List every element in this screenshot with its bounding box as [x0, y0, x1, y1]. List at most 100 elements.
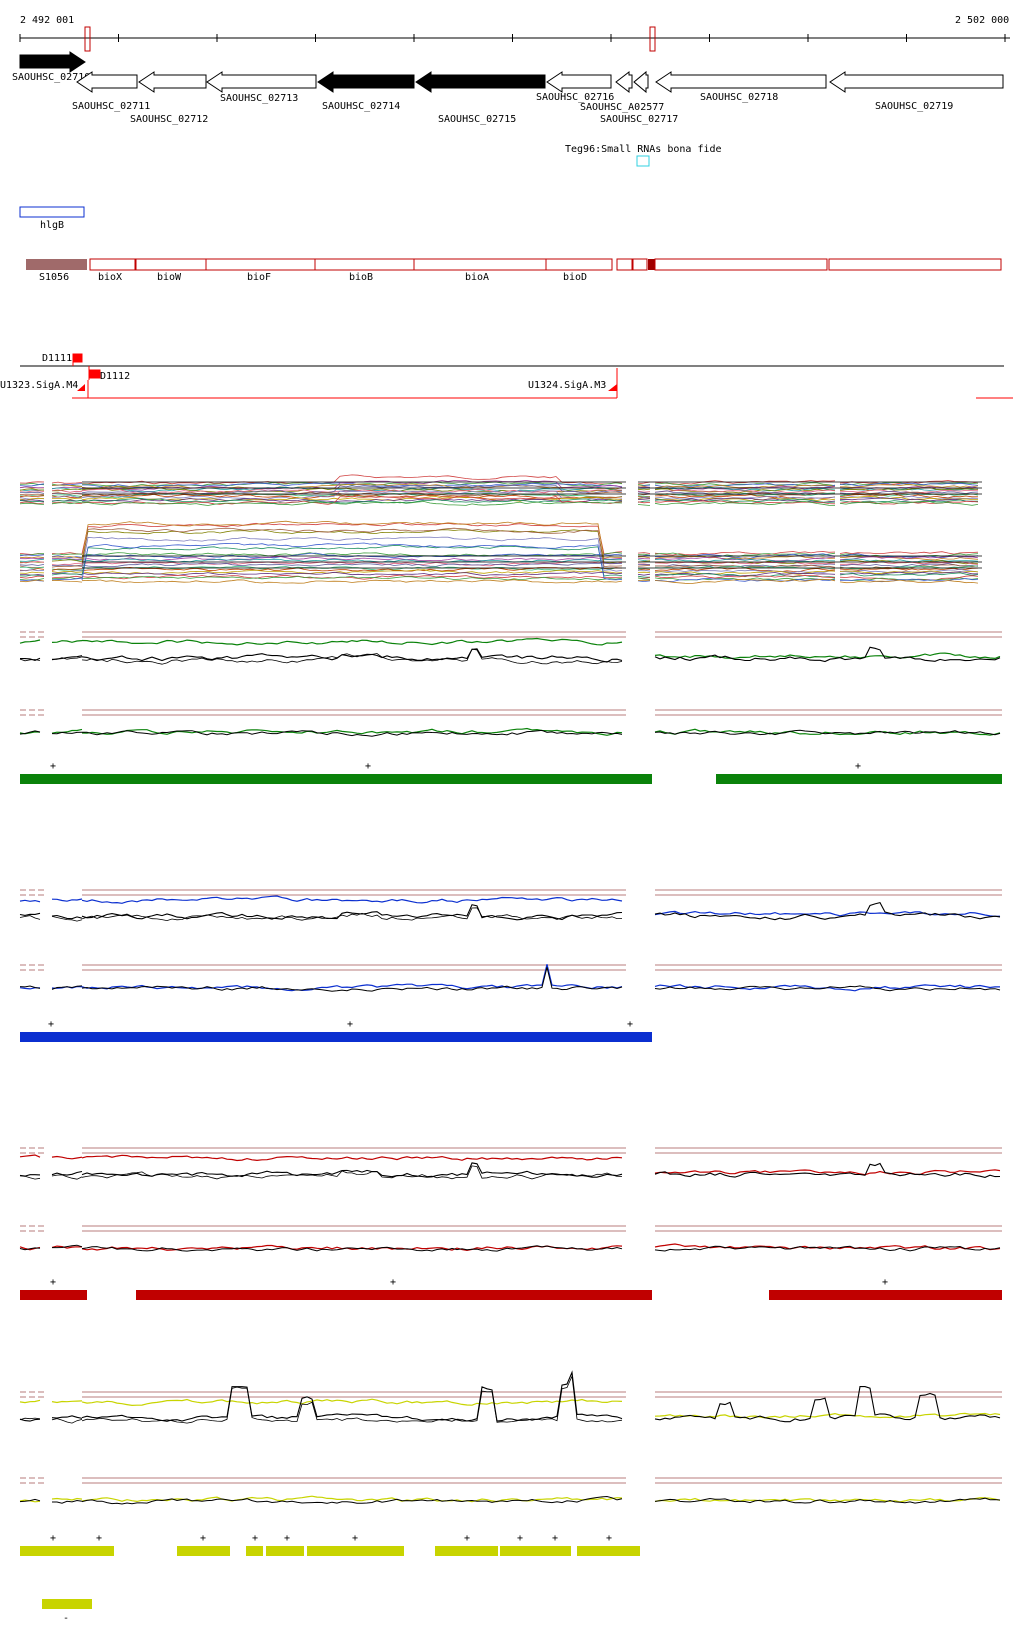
strand-marker: + [284, 1533, 290, 1544]
sample-line [637, 491, 651, 495]
reference-line [81, 1162, 623, 1178]
sample-line [654, 484, 836, 489]
operon-feature-filled[interactable] [648, 259, 655, 270]
reference-line [51, 731, 83, 735]
operon-feature-small-1[interactable] [616, 258, 633, 271]
sample-line [839, 568, 979, 573]
gene-arrow-02713[interactable] [206, 71, 317, 93]
sample-line [51, 570, 83, 573]
red-segment-bar[interactable] [136, 1290, 652, 1300]
yellow-segment-bar[interactable] [177, 1546, 230, 1556]
sample-line [19, 491, 45, 494]
sample-line [19, 569, 45, 572]
sample-line [654, 480, 836, 485]
yellow-segment-bar[interactable] [266, 1546, 304, 1556]
red-segment-bar[interactable] [20, 1290, 87, 1300]
sample-line [637, 565, 651, 567]
condition-line [51, 728, 83, 734]
condition-line [654, 1497, 1001, 1503]
sample-line [19, 575, 45, 579]
sample-line [51, 495, 83, 499]
u1324-label: U1324.SigA.M3 [528, 380, 606, 391]
gene-label-02717: SAOUHSC_02717 [600, 114, 678, 125]
sample-line [654, 501, 836, 506]
sample-line [637, 501, 651, 504]
operon-feature-right-1[interactable] [654, 258, 828, 271]
ruler-marker-right [649, 26, 656, 52]
sample-line [81, 575, 623, 581]
sample-line [19, 495, 45, 498]
sample-line [637, 498, 651, 500]
reference-line [81, 1495, 623, 1505]
sample-line [51, 556, 83, 559]
yellow-segment-bar[interactable] [500, 1546, 571, 1556]
biow-feature[interactable] [135, 258, 207, 271]
small-rna-feature[interactable] [636, 155, 650, 167]
gene-arrow-02711[interactable] [76, 71, 138, 93]
gene-arrow-02716[interactable] [546, 71, 612, 93]
green-segment-bar[interactable] [716, 774, 1002, 784]
d1112-marker[interactable] [88, 366, 101, 380]
sample-line [81, 552, 623, 559]
ruler-marker-left [84, 26, 91, 52]
gene-arrow-02719[interactable] [829, 71, 1004, 93]
sample-line [637, 486, 651, 489]
tss-track: D1111 D1112 U1323.SigA.M4 U1324.SigA.M3 [0, 353, 1013, 399]
sample-line [839, 571, 978, 575]
sample-line [654, 570, 836, 575]
biof-feature[interactable] [205, 258, 316, 271]
red-segment-bar[interactable] [769, 1290, 1002, 1300]
condition-line [654, 1169, 1001, 1176]
bioa-feature[interactable] [413, 258, 547, 271]
yellow-segment-bar[interactable] [307, 1546, 404, 1556]
condition-line [654, 910, 1001, 917]
sample-line [839, 497, 979, 503]
gene-arrow-02712[interactable] [138, 71, 207, 93]
gene-arrow-02710[interactable] [19, 51, 86, 73]
biox-feature[interactable] [89, 258, 136, 271]
gene-arrow-02714[interactable] [317, 71, 415, 93]
sample-line [51, 573, 83, 576]
u1323-marker[interactable] [77, 384, 85, 391]
s1056-feature[interactable] [26, 259, 87, 270]
sample-line [51, 488, 83, 492]
yellow-segment-bar[interactable] [435, 1546, 498, 1556]
sample-line [81, 562, 623, 568]
sample-line [654, 551, 836, 556]
gene-arrow-a02577[interactable] [615, 70, 633, 94]
operon-feature-right-2[interactable] [828, 258, 1002, 271]
blue-segment-bar[interactable] [20, 1032, 652, 1042]
yellow-segment-bar-minus[interactable] [42, 1599, 92, 1609]
reference-line [51, 1418, 83, 1424]
sample-line [654, 572, 836, 577]
gene-label-02715: SAOUHSC_02715 [438, 114, 516, 125]
u1324-marker[interactable] [608, 384, 617, 391]
gene-arrow-02717[interactable] [633, 70, 649, 94]
reference-line [19, 915, 41, 920]
yellow-segment-bar[interactable] [20, 1546, 114, 1556]
green-segment-bar[interactable] [20, 774, 652, 784]
sample-line [19, 502, 45, 505]
sample-line [654, 569, 836, 574]
condition-line [51, 1497, 83, 1501]
gene-arrow-02718[interactable] [655, 71, 827, 93]
biob-feature[interactable] [314, 258, 415, 271]
bioa-label: bioA [465, 272, 489, 283]
sample-line [654, 488, 836, 494]
sample-line [19, 579, 45, 583]
sample-line [81, 565, 623, 571]
d1111-marker[interactable] [72, 353, 83, 366]
yellow-segment-bar[interactable] [577, 1546, 640, 1556]
operon-feature-small-2[interactable] [632, 258, 648, 271]
sample-line [19, 574, 45, 577]
gene-label-02710: SAOUHSC_02710 [12, 72, 90, 83]
hlgb-feature[interactable] [19, 206, 85, 218]
sample-line [637, 495, 651, 497]
yellow-segment-bar[interactable] [246, 1546, 263, 1556]
sample-line [839, 579, 979, 584]
biod-feature[interactable] [545, 258, 613, 271]
condition-line [81, 1495, 623, 1503]
strand-marker: + [552, 1533, 558, 1544]
condition-line [19, 1154, 41, 1158]
gene-arrow-02715[interactable] [415, 71, 546, 93]
